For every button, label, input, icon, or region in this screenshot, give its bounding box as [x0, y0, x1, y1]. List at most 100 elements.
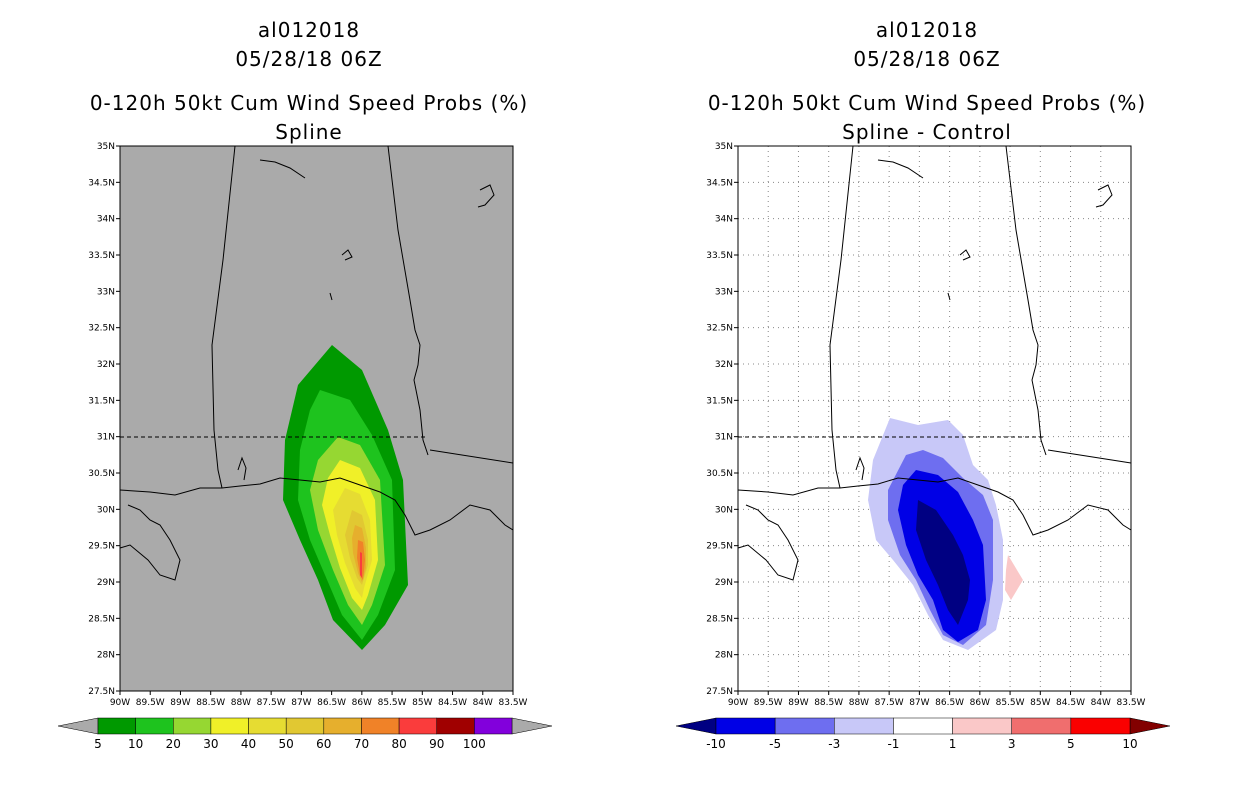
lon-label: 85W — [412, 698, 432, 708]
colorbar-label: 10 — [1122, 737, 1137, 751]
lon-label: 88W — [231, 698, 251, 708]
lat-label: 34.5N — [88, 178, 115, 188]
lon-label: 86.5W — [317, 698, 346, 708]
colorbar-label: 90 — [429, 737, 444, 751]
colorbar-swatch — [361, 717, 400, 735]
lat-label: 29.5N — [88, 542, 115, 552]
lat-label: 34N — [97, 215, 115, 225]
colorbar-label: 20 — [166, 737, 181, 751]
lon-label: 85W — [1030, 698, 1050, 708]
colorbar-swatch — [323, 717, 362, 735]
forecast-datetime: 05/28/18 06Z — [853, 47, 1001, 71]
lon-label: 83.5W — [499, 698, 528, 708]
lat-label: 30.5N — [88, 469, 115, 479]
colorbar-swatch — [210, 717, 249, 735]
lat-label: 34.5N — [706, 178, 733, 188]
lat-label: 28.5N — [88, 614, 115, 624]
lon-label: 84W — [1091, 698, 1111, 708]
lon-label: 90W — [110, 698, 130, 708]
colorbar-swatch — [173, 717, 212, 735]
colorbar-swatch — [474, 717, 513, 735]
colorbar-low-arrow — [675, 717, 717, 735]
colorbar-label: 1 — [949, 737, 957, 751]
colorbar-label: -1 — [887, 737, 899, 751]
colorbar-high-arrow — [511, 717, 553, 735]
lon-label: 86W — [970, 698, 990, 708]
colorbar-swatch — [135, 717, 174, 735]
lat-label: 32N — [97, 360, 115, 370]
plot-subtitle: Spline - Control — [842, 120, 1012, 144]
lon-label: 84.5W — [1056, 698, 1085, 708]
colorbar-low-arrow — [57, 717, 99, 735]
lat-label: 32.5N — [88, 324, 115, 334]
lon-label: 84.5W — [438, 698, 467, 708]
lat-label: 33.5N — [706, 251, 733, 261]
lon-label: 86.5W — [935, 698, 964, 708]
lat-label: 33N — [715, 287, 733, 297]
colorbar-label: 80 — [391, 737, 406, 751]
colorbar-swatch — [398, 717, 437, 735]
lon-label: 86W — [352, 698, 372, 708]
colorbar-high-arrow — [1129, 717, 1171, 735]
lon-label: 83.5W — [1117, 698, 1146, 708]
lat-label: 31N — [97, 433, 115, 443]
plot-subtitle: Spline — [275, 120, 343, 144]
colorbar-swatch — [893, 717, 953, 735]
difference-map: 35N 34.5N 34N 33.5N 33N 32.5N 32N 31.5N 31N 30.5N… — [706, 142, 1146, 708]
lat-label: 30N — [715, 505, 733, 515]
lon-label: 89W — [788, 698, 808, 708]
lat-label: 32N — [715, 360, 733, 370]
lon-label: 85.5W — [996, 698, 1025, 708]
map-border — [119, 145, 514, 692]
lat-label: 30N — [97, 505, 115, 515]
lat-label: 28N — [715, 651, 733, 661]
colorbar-swatch — [834, 717, 894, 735]
probability-map: 35N 34.5N 34N 33.5N 33N 32.5N 32N 31.5N 31N 30.5N… — [88, 142, 528, 708]
lat-label: 35N — [97, 142, 115, 152]
lat-label: 29N — [715, 578, 733, 588]
colorbar-label: 70 — [354, 737, 369, 751]
colorbar-label: 40 — [241, 737, 256, 751]
difference-colorbar: -10 -5 -3 -1 1 3 5 10 — [675, 717, 1171, 751]
lat-label: 32.5N — [706, 324, 733, 334]
colorbar-swatch — [1011, 717, 1072, 735]
storm-id: al012018 — [257, 18, 361, 42]
lat-label: 29N — [97, 578, 115, 588]
lat-label: 28.5N — [706, 614, 733, 624]
lon-label: 89.5W — [136, 698, 165, 708]
lat-label: 28N — [97, 651, 115, 661]
difference-contours — [868, 418, 1023, 650]
coastline-and-borders — [737, 145, 1132, 581]
coastline-and-borders — [119, 145, 514, 581]
colorbar-label: 10 — [128, 737, 143, 751]
lon-axis: 90W 89.5W 89W 88.5W 88W 87.5W 87W 86.5W 86W 85.5W… — [110, 691, 528, 708]
colorbar-swatch — [248, 717, 287, 735]
colorbar-label: 50 — [279, 737, 294, 751]
colorbar-swatch — [715, 717, 776, 735]
map-border — [737, 145, 1132, 692]
lat-axis: 35N 34.5N 34N 33.5N 33N 32.5N 32N 31.5N 31N 30.5N… — [88, 142, 120, 697]
lat-label: 27.5N — [88, 687, 115, 697]
lon-label: 87.5W — [257, 698, 286, 708]
lon-label: 88.5W — [196, 698, 225, 708]
lat-axis: 35N 34.5N 34N 33.5N 33N 32.5N 32N 31.5N 31N 30.5N… — [706, 142, 738, 697]
colorbar-label: -5 — [769, 737, 781, 751]
lat-label: 29.5N — [706, 542, 733, 552]
colorbar-label: 5 — [1067, 737, 1075, 751]
probability-colorbar: 5 10 20 30 40 50 60 70 80 90 100 — [57, 717, 553, 751]
grid-lines — [738, 146, 1131, 691]
plot-title: 0-120h 50kt Cum Wind Speed Probs (%) — [707, 91, 1147, 115]
lon-label: 85.5W — [378, 698, 407, 708]
storm-id: al012018 — [875, 18, 979, 42]
plot-title: 0-120h 50kt Cum Wind Speed Probs (%) — [89, 91, 529, 115]
lat-label: 33N — [97, 287, 115, 297]
lat-label: 31.5N — [88, 396, 115, 406]
lon-axis: 90W 89.5W 89W 88.5W 88W 87.5W 87W 86.5W 86W 85.5W… — [728, 691, 1146, 708]
colorbar-swatch — [285, 717, 325, 735]
lon-label: 87W — [909, 698, 929, 708]
colorbar-label: 100 — [463, 737, 486, 751]
forecast-datetime: 05/28/18 06Z — [235, 47, 383, 71]
colorbar-swatch — [436, 717, 475, 735]
colorbar-label: 30 — [203, 737, 218, 751]
lat-label: 35N — [715, 142, 733, 152]
